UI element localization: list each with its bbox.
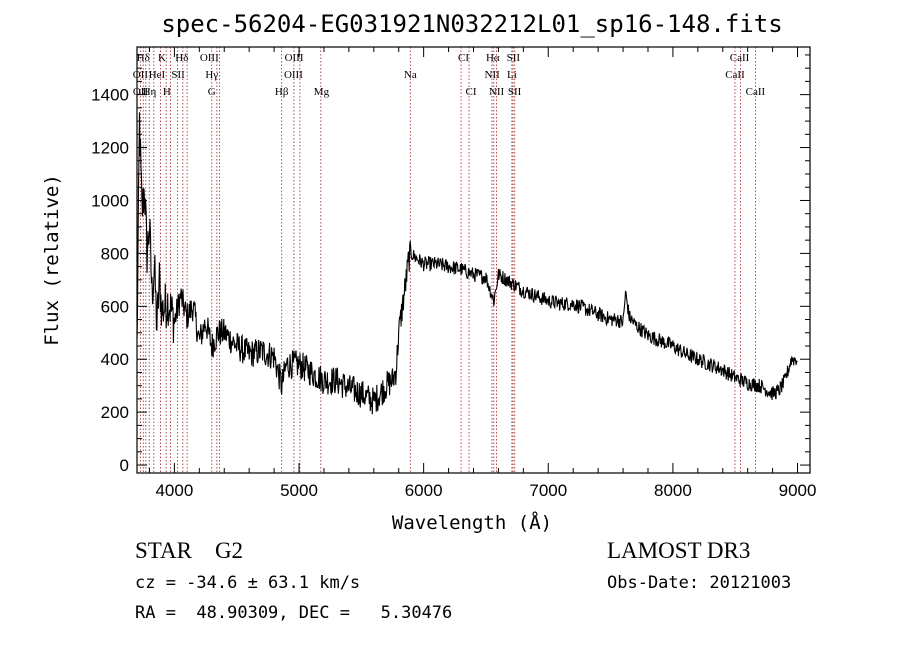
marker-label: SII	[508, 86, 522, 98]
marker-label: Hβ	[275, 86, 289, 98]
marker-label: Hγ	[205, 69, 218, 81]
y-tick-label: 0	[120, 456, 129, 475]
marker-label: NII	[489, 86, 505, 98]
marker-label: G	[208, 86, 216, 98]
y-tick-label: 600	[101, 297, 129, 316]
marker-label: Hδ	[175, 52, 188, 64]
marker-label: NII	[485, 69, 501, 81]
chart-title: spec-56204-EG031921N032212L01_sp16-148.f…	[161, 10, 782, 38]
marker-label: Li	[507, 69, 517, 81]
marker-label: SII	[507, 52, 521, 64]
marker-label: CaII	[746, 86, 766, 98]
marker-label: CaII	[725, 69, 745, 81]
redshift-cz: cz = -34.6 ± 63.1 km/s	[135, 573, 361, 593]
x-tick-label: 9000	[779, 481, 817, 500]
plot-frame	[136, 46, 811, 474]
x-tick-label: 5000	[280, 481, 318, 500]
marker-label: CaII	[730, 52, 750, 64]
marker-label: CI	[466, 86, 477, 98]
x-axis-ticks: 4000 5000 6000 7000 8000 9000	[148, 47, 817, 500]
spectrum-series-line	[136, 112, 798, 415]
marker-label: Mg	[314, 86, 330, 98]
marker-label: Hα	[486, 52, 500, 64]
y-tick-label: 800	[101, 244, 129, 263]
x-tick-label: 7000	[529, 481, 567, 500]
marker-label: OIII	[284, 69, 303, 81]
marker-label: SII	[171, 69, 185, 81]
y-tick-label: 200	[101, 403, 129, 422]
spectral-marker-lines	[139, 47, 756, 473]
survey-name: LAMOST DR3	[607, 538, 751, 563]
marker-label: Hδ	[137, 52, 150, 64]
marker-label: Hη	[143, 86, 157, 98]
y-tick-label: 1200	[91, 139, 129, 158]
x-axis-label: Wavelength (Å)	[392, 511, 552, 534]
x-tick-label: 6000	[405, 481, 443, 500]
y-tick-label: 400	[101, 350, 129, 369]
y-axis-label: Flux (relative)	[41, 174, 63, 346]
marker-label: OIII	[285, 52, 304, 64]
x-tick-label: 4000	[155, 481, 193, 500]
y-axis-ticks: 0 200 400 600 800 1000 1200 1400	[91, 54, 810, 475]
y-tick-label: 1400	[91, 86, 129, 105]
marker-label: OIII	[200, 52, 219, 64]
object-type: STAR G2	[135, 538, 244, 563]
observation-date: Obs-Date: 20121003	[607, 573, 792, 593]
y-tick-label: 1000	[91, 191, 129, 210]
ra-dec-coordinates: RA = 48.90309, DEC = 5.30476	[135, 603, 453, 623]
marker-label: H	[163, 86, 171, 98]
x-tick-label: 8000	[654, 481, 692, 500]
marker-label: Na	[404, 69, 417, 81]
marker-label: CI	[458, 52, 469, 64]
marker-label: HeI	[149, 69, 166, 81]
marker-label: OII	[133, 69, 149, 81]
spectral-marker-labels: Hδ K Hδ OIII OIII CI Hα SII CaII OII HeI SII Hγ OIII N…	[133, 52, 766, 98]
marker-label: K	[158, 52, 166, 64]
